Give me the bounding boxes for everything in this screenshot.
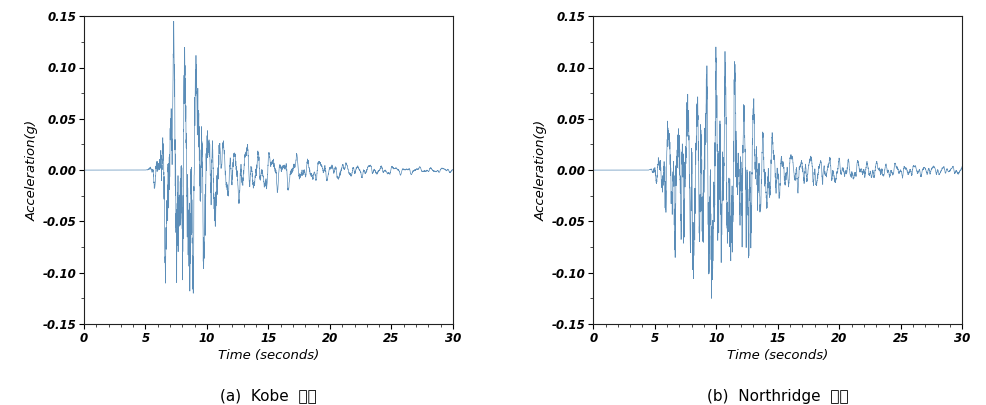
X-axis label: Time (seconds): Time (seconds) [727,349,827,362]
Y-axis label: Acceleration(g): Acceleration(g) [26,119,38,221]
Text: (b)  Northridge  지진: (b) Northridge 지진 [706,389,848,404]
Y-axis label: Acceleration(g): Acceleration(g) [534,119,547,221]
Text: (a)  Kobe  지진: (a) Kobe 지진 [220,389,317,404]
X-axis label: Time (seconds): Time (seconds) [218,349,318,362]
